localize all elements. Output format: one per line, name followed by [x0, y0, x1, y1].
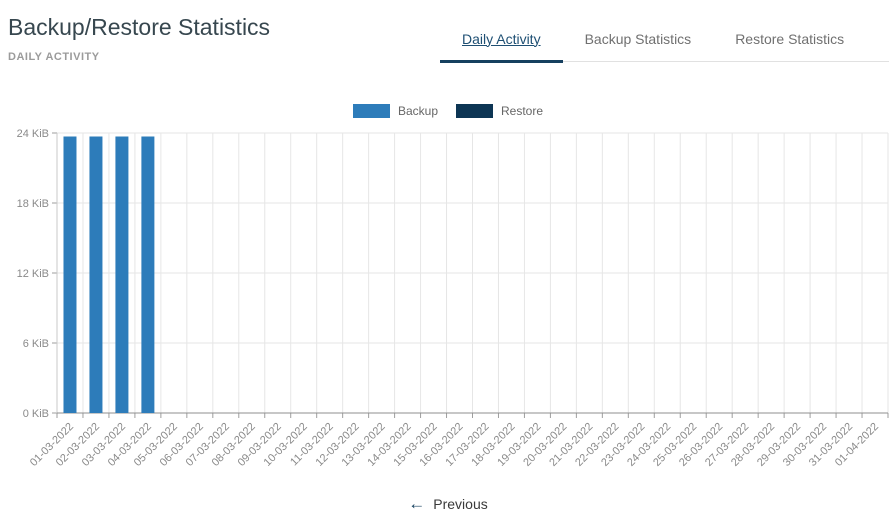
svg-text:24 KiB: 24 KiB — [17, 128, 49, 140]
tab-restore-statistics[interactable]: Restore Statistics — [735, 30, 845, 47]
svg-text:18 KiB: 18 KiB — [17, 198, 49, 210]
pager: ← Previous — [0, 495, 896, 512]
tab-daily-activity[interactable]: Daily Activity — [440, 16, 563, 63]
tab-backup-statistics[interactable]: Backup Statistics — [584, 30, 692, 47]
page-subtitle: DAILY ACTIVITY — [8, 51, 100, 63]
legend-swatch-restore — [456, 104, 493, 118]
tabs: Daily Activity Backup Statistics Restore… — [440, 16, 889, 63]
legend-swatch-backup — [352, 104, 390, 118]
svg-text:0 KiB: 0 KiB — [23, 408, 49, 420]
previous-link[interactable]: ← Previous — [408, 495, 487, 512]
previous-label: Previous — [433, 495, 488, 512]
legend-label-backup: Backup — [397, 104, 438, 118]
legend-item-restore[interactable]: Restore — [456, 104, 543, 118]
page-title: Backup/Restore Statistics — [8, 14, 271, 40]
svg-text:12 KiB: 12 KiB — [17, 268, 49, 280]
legend-label-restore: Restore — [501, 104, 544, 118]
chart-legend: Backup Restore — [0, 104, 896, 118]
legend-item-backup[interactable]: Backup — [352, 104, 438, 118]
previous-arrow-icon: ← — [408, 494, 426, 513]
svg-text:6 KiB: 6 KiB — [23, 338, 49, 350]
